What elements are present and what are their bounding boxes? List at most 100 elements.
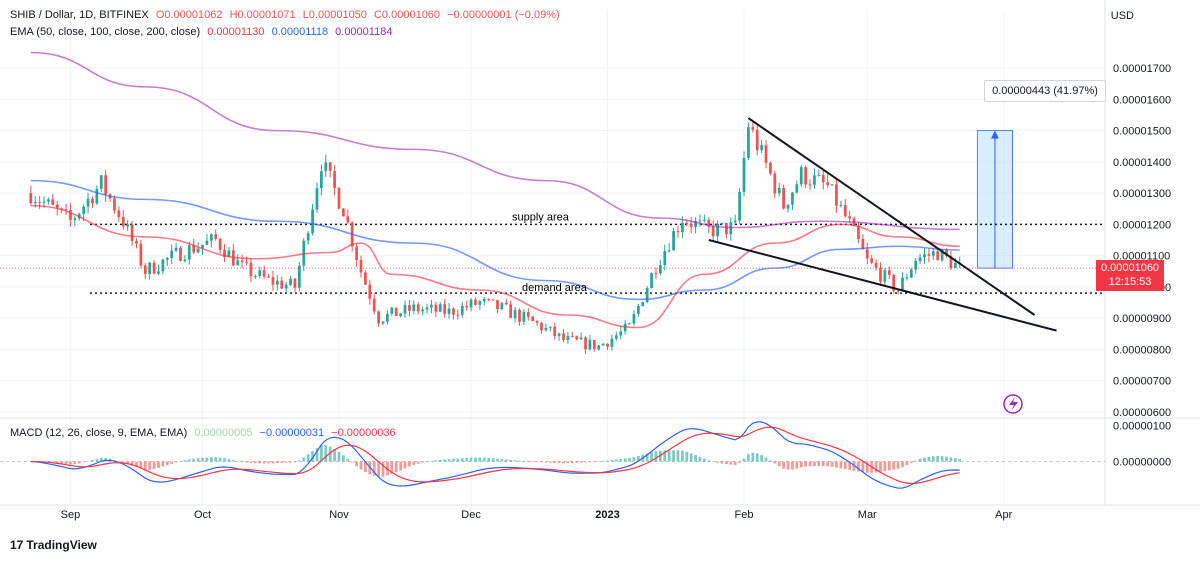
candle-body [209, 234, 213, 241]
time-tick-label: Feb [735, 509, 754, 521]
candle-body [588, 339, 592, 350]
candle-body [795, 184, 799, 193]
macd-histogram-bar [359, 461, 363, 470]
macd-histogram-bar [667, 450, 671, 462]
macd-histogram-bar [896, 461, 900, 469]
macd-histogram-bar [73, 461, 77, 465]
macd-histogram-bar [187, 459, 191, 462]
candle-body [447, 308, 451, 314]
macd-histogram-bar [632, 457, 636, 462]
candle-body [896, 290, 900, 292]
macd-histogram-bar [883, 461, 887, 472]
macd-histogram-bar [931, 456, 935, 462]
candle-body [751, 127, 755, 130]
macd-histogram-bar [588, 461, 592, 463]
macd-histogram-bar [570, 461, 574, 464]
macd-histogram-bar [130, 461, 134, 466]
candle-body [760, 145, 763, 151]
candle-body [386, 313, 389, 322]
symbol-title[interactable]: SHIB / Dollar, 1D, BITFINEX [10, 9, 149, 21]
macd-histogram-bar [95, 458, 99, 462]
macd-histogram-bar [953, 458, 957, 462]
macd-histogram-bar [504, 459, 508, 462]
time-tick-label: 2023 [595, 509, 619, 521]
tradingview-logo[interactable]: 17 TradingView [10, 538, 97, 552]
change-value: −0.00000001 (−0.09%) [447, 9, 560, 21]
candle-body [883, 270, 887, 282]
price-tick-label: 0.00001500 [1113, 126, 1171, 138]
macd-histogram-bar [152, 461, 156, 470]
candle-body [130, 224, 134, 241]
candle-body [830, 184, 834, 186]
candle-body [55, 204, 59, 209]
demand-area-label: demand area [522, 282, 588, 294]
candle-body [302, 240, 306, 266]
chart-gridlines [0, 0, 1200, 506]
ema-label[interactable]: EMA (50, close, 100, close, 200, close) [10, 26, 201, 38]
macd-histogram-bar [575, 461, 579, 463]
candle-body [496, 300, 499, 309]
candle-body [227, 250, 231, 258]
macd-tick-label: 0.00000000 [1113, 457, 1171, 469]
macd-histogram-bar [720, 461, 724, 464]
candle-body [434, 304, 438, 312]
candle-body [632, 313, 636, 324]
candle-body [51, 199, 55, 205]
macd-histogram-bar [861, 461, 865, 473]
candle-body [249, 262, 253, 277]
lightning-icon[interactable] [1003, 394, 1023, 414]
candle-body [716, 223, 719, 237]
macd-histogram-bar [769, 460, 772, 462]
macd-label[interactable]: MACD (12, 26, close, 9, EMA, EMA) [10, 427, 188, 439]
macd-histogram-bar [377, 461, 380, 477]
macd-histogram-bar [64, 461, 68, 465]
candle-body [275, 280, 279, 285]
macd-histogram-bar [544, 461, 548, 463]
candle-body [755, 129, 759, 151]
macd-histogram-bar [174, 461, 178, 463]
macd-histogram-bar [157, 461, 160, 468]
candle-body [923, 254, 926, 258]
candle-body [245, 261, 248, 263]
candle-body [192, 245, 196, 253]
candle-body [518, 310, 521, 322]
macd-histogram-bar [654, 451, 658, 462]
candle-body [636, 306, 640, 314]
macd-histogram-bar [879, 461, 882, 472]
candle-body [416, 304, 420, 312]
candle-body [676, 231, 680, 233]
macd-histogram-bar [813, 461, 816, 467]
macd-histogram-bar [452, 458, 455, 462]
candle-body [315, 188, 319, 210]
candle-body [390, 307, 394, 314]
last-price-value: 0.00001060 [1100, 262, 1160, 275]
macd-histogram-bar [685, 451, 689, 462]
macd-histogram-bar [271, 461, 275, 464]
candle-body [297, 265, 301, 288]
time-axis[interactable]: Sep Oct Nov Dec 2023 Feb Mar Apr [61, 509, 1013, 521]
candle-body [584, 337, 587, 350]
price-axis[interactable]: 0.00001700 0.00001600 0.00001500 0.00001400… [1113, 63, 1171, 419]
candle-body [174, 247, 178, 251]
candle-body [364, 272, 367, 285]
candle-body [408, 304, 411, 311]
candle-body [121, 216, 125, 227]
macd-histogram-bar [553, 461, 557, 463]
macd-histogram-bar [711, 461, 715, 462]
candle-body [157, 271, 160, 274]
macd-histogram-bar [306, 454, 310, 462]
candle-body [949, 255, 953, 268]
candle-body [927, 254, 931, 256]
macd-line [30, 421, 960, 489]
candle-body [394, 307, 398, 317]
macd-histogram-bar [165, 461, 169, 466]
macd-histogram-bar [293, 461, 297, 463]
macd-histogram-bar [579, 461, 583, 463]
macd-histogram-bar [681, 450, 684, 462]
macd-axis[interactable]: 0.00000100 0.00000000 [1113, 420, 1171, 468]
candle-body [320, 171, 323, 189]
macd-histogram-bar [887, 461, 891, 471]
trendlines[interactable] [708, 117, 1057, 332]
macd-histogram-bar [443, 459, 447, 462]
